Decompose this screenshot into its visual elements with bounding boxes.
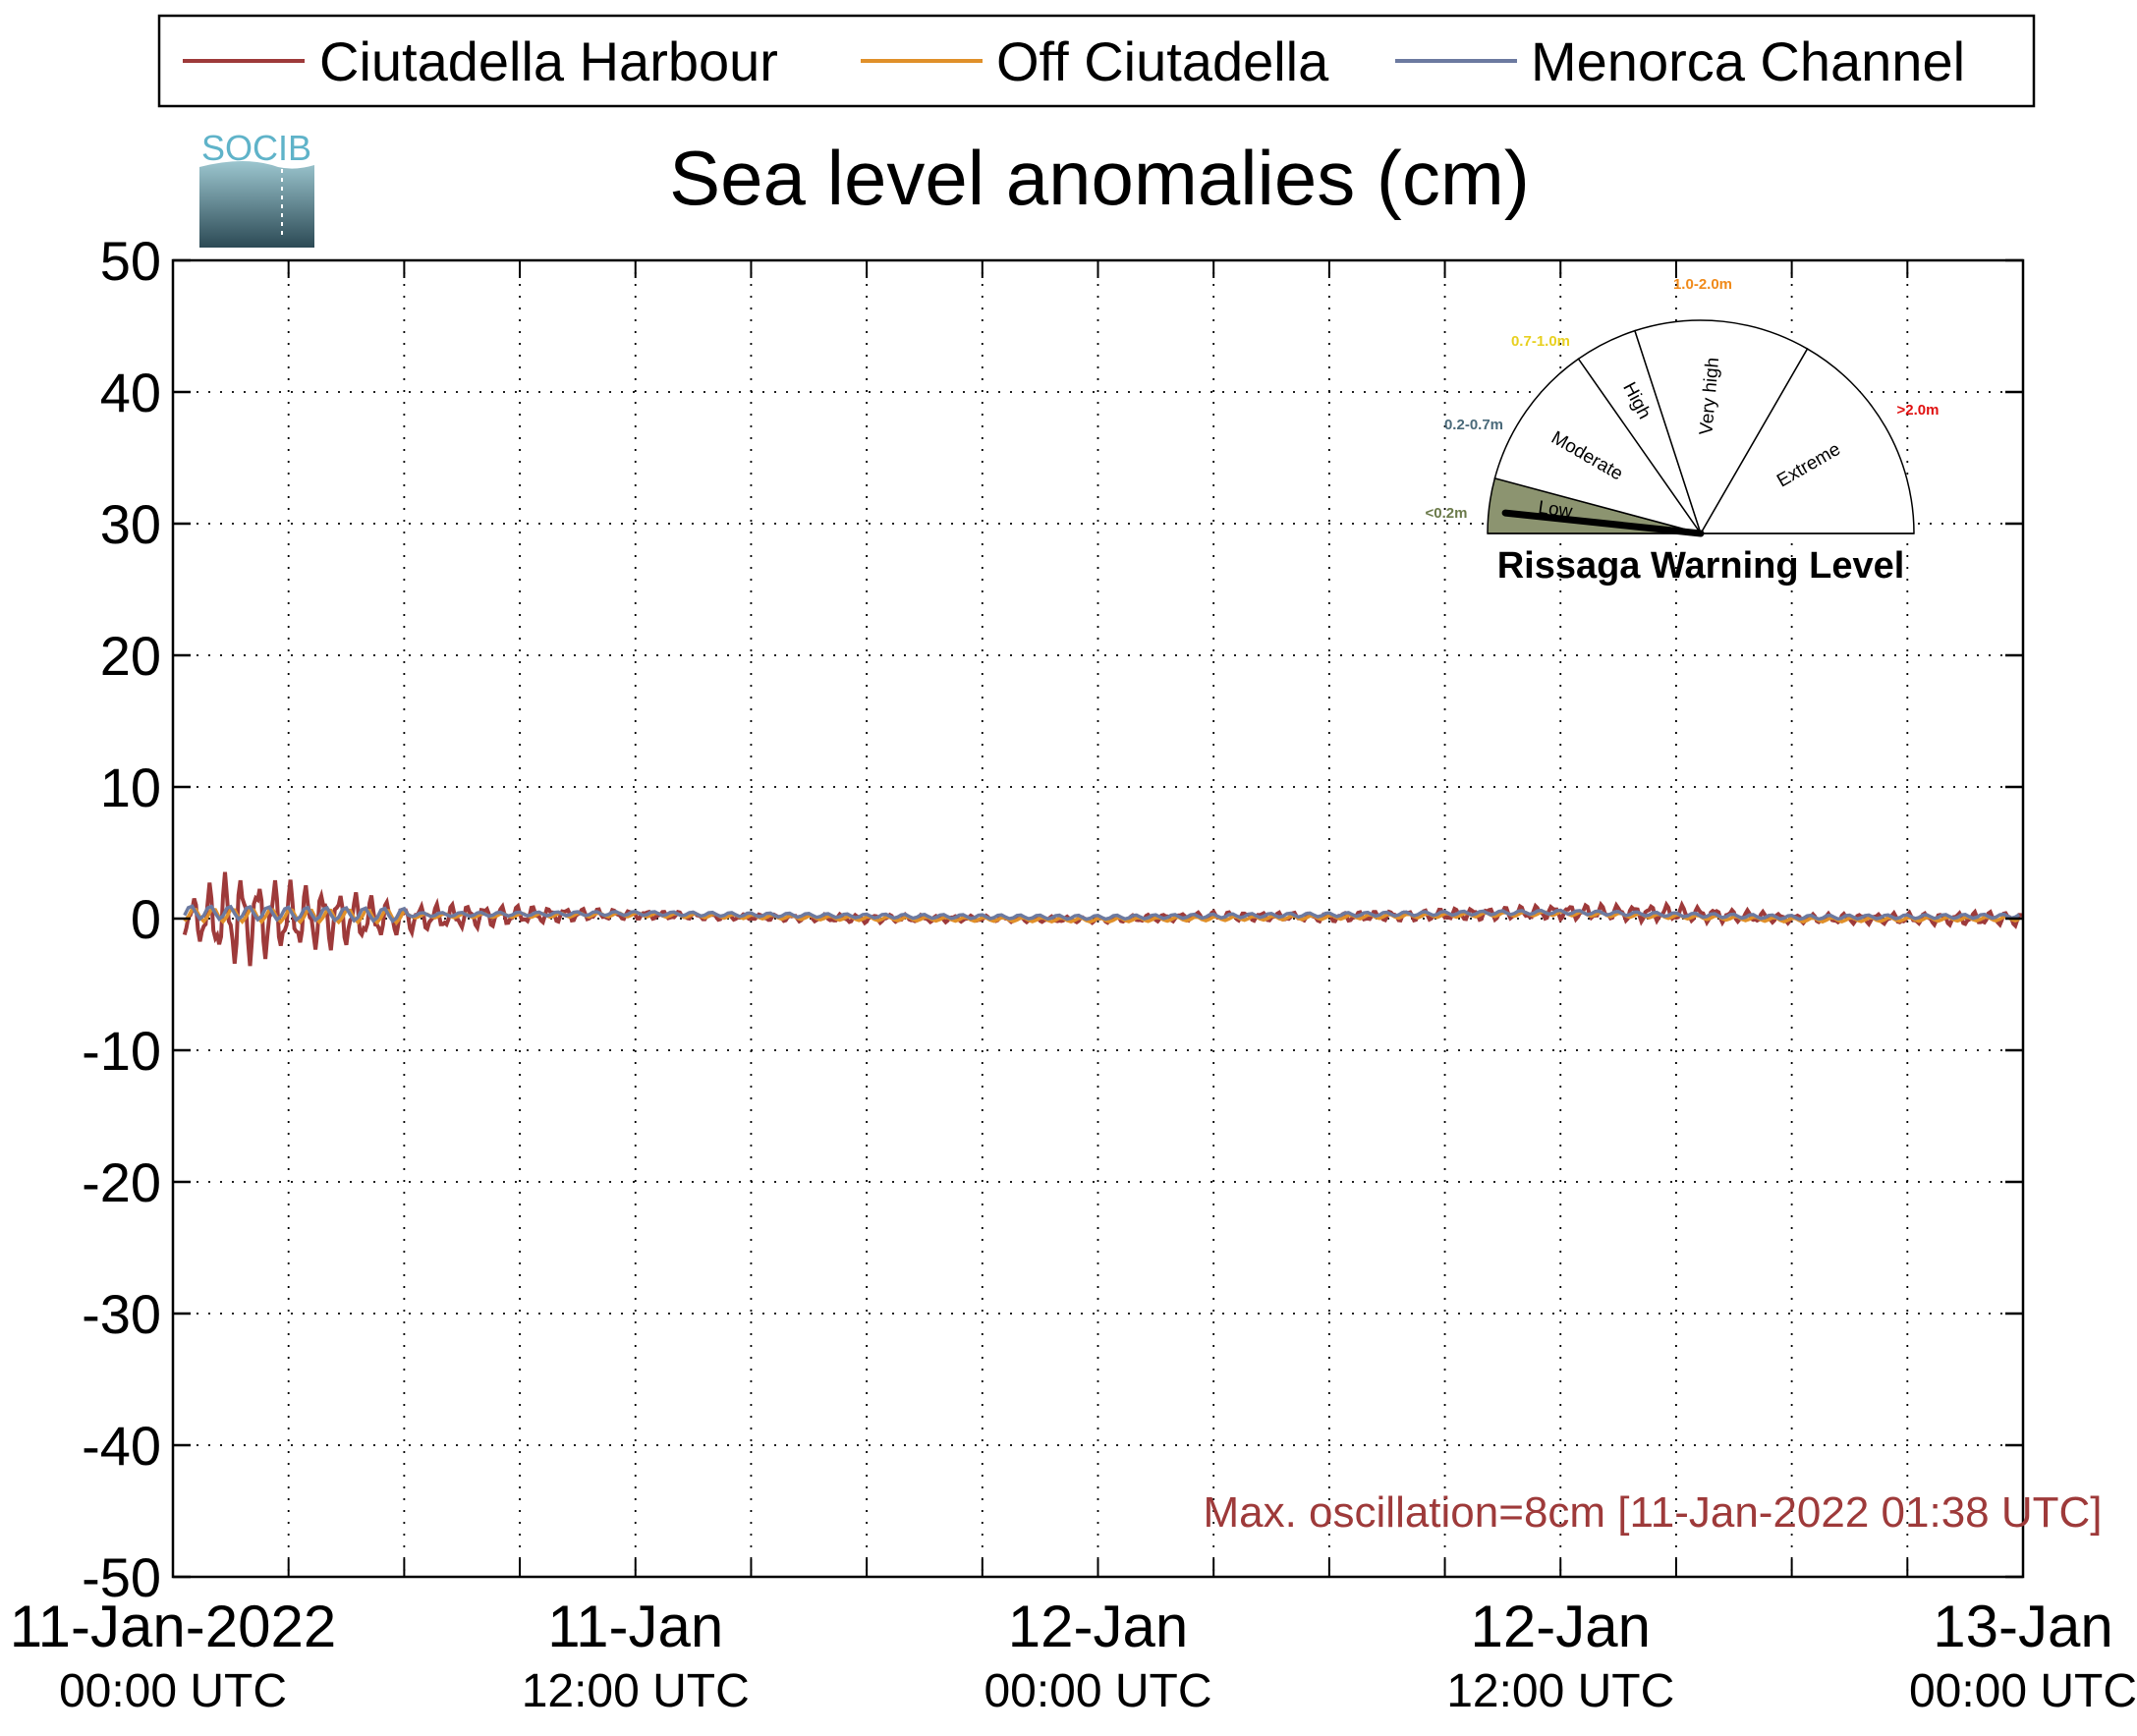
gauge-range-label: <0.2m	[1426, 505, 1468, 522]
y-axis: 50 40 30 20 10 0 -10 -20 -30 -40 -50	[82, 230, 2023, 1608]
legend: Ciutadella Harbour Off Ciutadella Menorc…	[157, 14, 2036, 108]
gauge-needle	[1501, 509, 1705, 537]
y-tick-label: -50	[82, 1546, 161, 1608]
y-tick-label: 10	[100, 756, 161, 818]
gauge-sector-moderate	[1493, 358, 1703, 535]
x-axis: 11-Jan-2022 00:00 UTC 11-Jan 12:00 UTC 12-Ja…	[10, 1594, 2137, 1717]
gauge-range-label: 0.2-0.7m	[1444, 417, 1503, 433]
legend-label-off-ciutadella: Off Ciutadella	[996, 30, 1329, 92]
y-tick-label: 50	[100, 230, 161, 292]
series-layer	[182, 871, 2024, 967]
socib-logo: SOCIB	[199, 128, 314, 248]
chart-title: Sea level anomalies (cm)	[669, 135, 1530, 221]
series-line-menorca-channel	[183, 904, 2021, 924]
y-tick-label: -10	[82, 1020, 161, 1082]
legend-label-menorca-channel: Menorca Channel	[1531, 30, 1965, 92]
x-tick-date-label: 12-Jan	[1471, 1594, 1651, 1659]
y-tick-label: 20	[100, 625, 161, 687]
x-tick-date-label: 12-Jan	[1008, 1594, 1188, 1659]
x-tick-time-label: 12:00 UTC	[522, 1665, 750, 1717]
y-tick-label: 40	[100, 362, 161, 423]
y-tick-label: 30	[100, 493, 161, 555]
x-tick-date-label: 11-Jan	[547, 1594, 723, 1659]
x-tick-date-label: 11-Jan-2022	[10, 1594, 336, 1659]
gauge-range-label: 1.0-2.0m	[1673, 276, 1732, 293]
gauge-title: Rissaga Warning Level	[1497, 545, 1905, 587]
gauge-sector-extreme	[1699, 348, 1915, 534]
gauge-range-label: 0.7-1.0m	[1511, 333, 1570, 350]
x-tick-time-label: 12:00 UTC	[1446, 1665, 1674, 1717]
x-tick-time-label: 00:00 UTC	[1909, 1665, 2137, 1717]
gauge-range-label: >2.0m	[1897, 402, 1940, 419]
max-oscillation-annotation: Max. oscillation=8cm [11-Jan-2022 01:38 …	[1203, 1488, 2102, 1537]
x-tick-date-label: 13-Jan	[1933, 1594, 2112, 1659]
x-tick-time-label: 00:00 UTC	[59, 1665, 287, 1717]
logo-text: SOCIB	[201, 128, 311, 168]
y-tick-label: -20	[82, 1151, 161, 1213]
legend-label-ciutadella-harbour: Ciutadella Harbour	[319, 30, 778, 92]
x-tick-time-label: 00:00 UTC	[984, 1665, 1211, 1717]
y-tick-label: -30	[82, 1283, 161, 1345]
gauge-sector-very-high	[1633, 319, 1809, 535]
y-tick-label: -40	[82, 1415, 161, 1477]
y-tick-label: 0	[131, 888, 161, 950]
